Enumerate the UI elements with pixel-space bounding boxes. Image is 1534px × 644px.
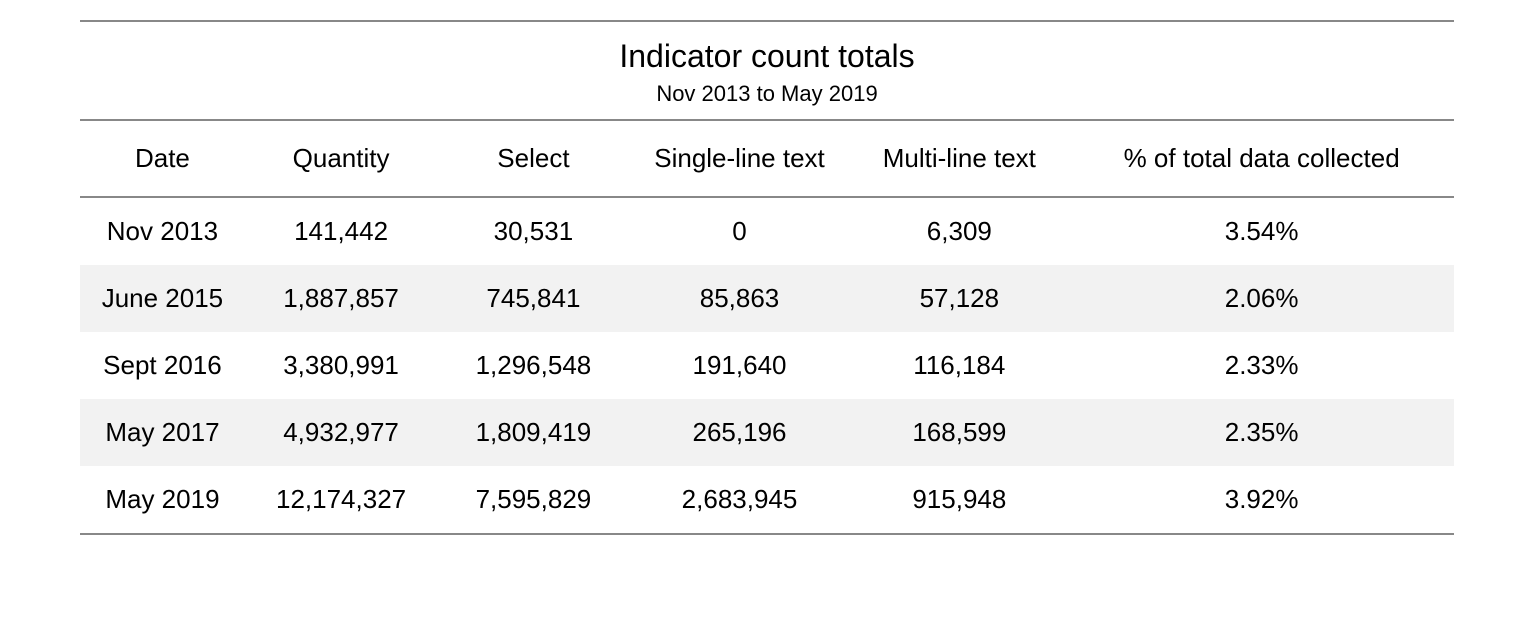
- cell-select: 1,296,548: [437, 332, 629, 399]
- cell-multi-line-text: 168,599: [849, 399, 1069, 466]
- cell-multi-line-text: 116,184: [849, 332, 1069, 399]
- table-header-row: Date Quantity Select Single-line text Mu…: [80, 120, 1454, 197]
- table-title-section: Indicator count totals Nov 2013 to May 2…: [80, 20, 1454, 119]
- table-row: May 2017 4,932,977 1,809,419 265,196 168…: [80, 399, 1454, 466]
- cell-pct-total: 3.54%: [1069, 197, 1454, 265]
- cell-multi-line-text: 6,309: [849, 197, 1069, 265]
- cell-quantity: 4,932,977: [245, 399, 437, 466]
- table-row: May 2019 12,174,327 7,595,829 2,683,945 …: [80, 466, 1454, 534]
- column-header-single-line-text: Single-line text: [630, 120, 850, 197]
- table-title: Indicator count totals: [80, 38, 1454, 75]
- cell-select: 745,841: [437, 265, 629, 332]
- cell-pct-total: 2.33%: [1069, 332, 1454, 399]
- indicator-count-table: Date Quantity Select Single-line text Mu…: [80, 119, 1454, 535]
- indicator-count-table-container: Indicator count totals Nov 2013 to May 2…: [80, 20, 1454, 535]
- cell-single-line-text: 2,683,945: [630, 466, 850, 534]
- cell-single-line-text: 265,196: [630, 399, 850, 466]
- column-header-pct-total: % of total data collected: [1069, 120, 1454, 197]
- cell-select: 30,531: [437, 197, 629, 265]
- table-row: Nov 2013 141,442 30,531 0 6,309 3.54%: [80, 197, 1454, 265]
- cell-pct-total: 2.35%: [1069, 399, 1454, 466]
- cell-date: Nov 2013: [80, 197, 245, 265]
- cell-pct-total: 3.92%: [1069, 466, 1454, 534]
- cell-single-line-text: 85,863: [630, 265, 850, 332]
- cell-select: 7,595,829: [437, 466, 629, 534]
- cell-select: 1,809,419: [437, 399, 629, 466]
- cell-quantity: 3,380,991: [245, 332, 437, 399]
- cell-pct-total: 2.06%: [1069, 265, 1454, 332]
- cell-quantity: 12,174,327: [245, 466, 437, 534]
- cell-date: May 2017: [80, 399, 245, 466]
- table-row: Sept 2016 3,380,991 1,296,548 191,640 11…: [80, 332, 1454, 399]
- cell-multi-line-text: 57,128: [849, 265, 1069, 332]
- column-header-select: Select: [437, 120, 629, 197]
- cell-quantity: 1,887,857: [245, 265, 437, 332]
- cell-date: Sept 2016: [80, 332, 245, 399]
- cell-date: June 2015: [80, 265, 245, 332]
- cell-multi-line-text: 915,948: [849, 466, 1069, 534]
- table-subtitle: Nov 2013 to May 2019: [80, 81, 1454, 107]
- cell-date: May 2019: [80, 466, 245, 534]
- cell-quantity: 141,442: [245, 197, 437, 265]
- cell-single-line-text: 191,640: [630, 332, 850, 399]
- table-row: June 2015 1,887,857 745,841 85,863 57,12…: [80, 265, 1454, 332]
- column-header-quantity: Quantity: [245, 120, 437, 197]
- column-header-date: Date: [80, 120, 245, 197]
- cell-single-line-text: 0: [630, 197, 850, 265]
- column-header-multi-line-text: Multi-line text: [849, 120, 1069, 197]
